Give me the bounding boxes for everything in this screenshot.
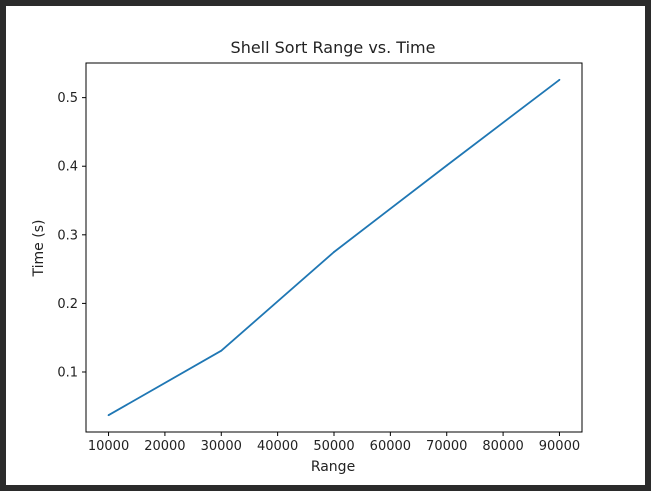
figure-window: Shell Sort Range vs. Time 10000 20000 3000…	[6, 6, 645, 485]
line-chart: Shell Sort Range vs. Time 10000 20000 3000…	[31, 38, 583, 475]
x-tick-label: 90000	[539, 439, 580, 454]
x-tick-label: 20000	[144, 439, 185, 454]
x-tick-label: 70000	[426, 439, 467, 454]
x-tick-label: 10000	[88, 439, 129, 454]
y-axis: 0.1 0.2 0.3 0.4 0.5	[57, 91, 86, 380]
data-point	[220, 349, 223, 352]
y-tick-label: 0.3	[57, 228, 78, 243]
x-axis: 10000 20000 30000 40000 50000 60000 70000 80000…	[88, 432, 580, 454]
y-tick-label: 0.2	[57, 297, 78, 312]
x-tick-label: 50000	[313, 439, 354, 454]
x-axis-label: Range	[311, 459, 355, 475]
data-point	[558, 78, 561, 81]
data-point	[445, 164, 448, 167]
y-tick-label: 0.5	[57, 91, 78, 106]
x-tick-label: 60000	[370, 439, 411, 454]
x-tick-label: 40000	[257, 439, 298, 454]
y-axis-label: Time (s)	[31, 220, 47, 278]
x-tick-label: 30000	[201, 439, 242, 454]
data-point	[333, 251, 335, 253]
series-layer	[107, 78, 561, 417]
chart-title: Shell Sort Range vs. Time	[231, 38, 436, 57]
y-tick-label: 0.1	[57, 365, 78, 380]
y-tick-label: 0.4	[57, 160, 78, 175]
x-tick-label: 80000	[482, 439, 523, 454]
data-point	[107, 414, 110, 417]
